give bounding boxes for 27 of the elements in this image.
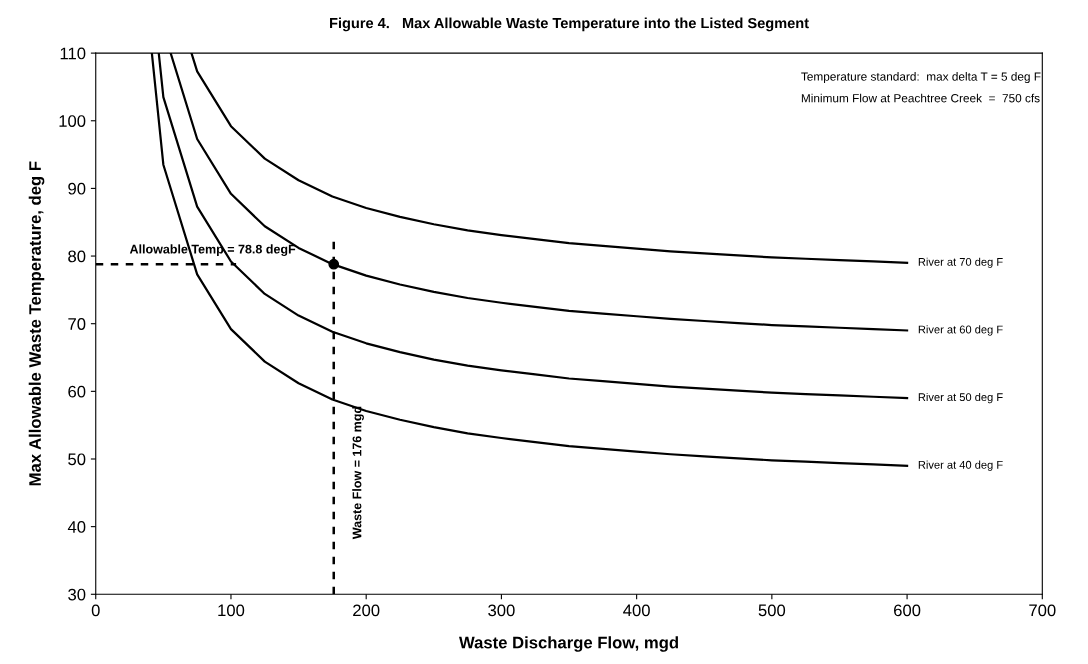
x-tick-label: 100 bbox=[218, 604, 245, 617]
y-tick-label: 30 bbox=[68, 588, 86, 601]
y-tick-label: 90 bbox=[68, 182, 86, 195]
x-tick-label: 700 bbox=[1029, 604, 1056, 617]
y-tick-label: 50 bbox=[68, 453, 86, 466]
x-tick-label: 0 bbox=[91, 604, 100, 617]
x-tick-label: 200 bbox=[353, 604, 380, 617]
chart-title: Figure 4. Max Allowable Waste Temperature into the Listed Segment bbox=[330, 17, 809, 32]
annotation: Minimum Flow at Peachtree Creek = 750 cfs bbox=[801, 93, 1040, 103]
series-label: River at 40 deg F bbox=[918, 460, 1003, 471]
y-tick-label: 70 bbox=[68, 318, 86, 330]
x-tick-label: 300 bbox=[488, 604, 515, 617]
x-axis-title: Waste Discharge Flow, mgd bbox=[459, 636, 678, 652]
x-tick-label: 600 bbox=[894, 604, 921, 617]
y-tick-label: 100 bbox=[59, 115, 86, 127]
x-tick-label: 400 bbox=[623, 604, 650, 617]
series-label: River at 70 deg F bbox=[918, 257, 1003, 268]
series-label: River at 50 deg F bbox=[918, 392, 1003, 404]
ref-line-label: Allowable Temp = 78.8 degF bbox=[129, 244, 296, 257]
y-tick-label: 40 bbox=[67, 521, 86, 533]
y-tick-label: 60 bbox=[68, 385, 86, 398]
series-label: River at 60 deg F bbox=[918, 325, 1003, 336]
x-tick-label: 500 bbox=[758, 604, 786, 617]
annotation: Temperature standard: max delta T = 5 deg F bbox=[801, 72, 1041, 84]
y-tick-label: 110 bbox=[60, 47, 86, 60]
y-axis-title: Max Allowable Waste Temperature, deg F bbox=[28, 161, 45, 486]
y-tick-label: 80 bbox=[68, 250, 86, 263]
